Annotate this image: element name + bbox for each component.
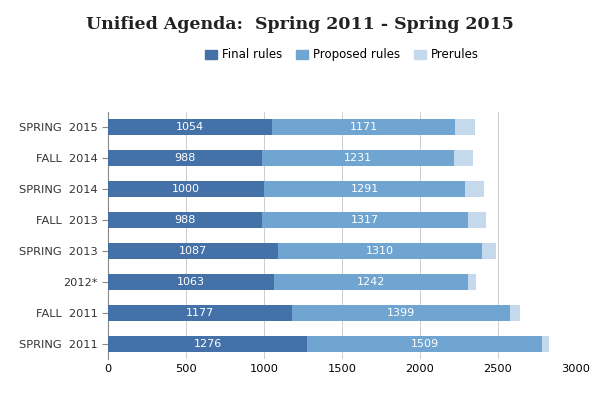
- Text: 1000: 1000: [172, 184, 200, 194]
- Bar: [455, 119, 475, 135]
- Bar: [454, 150, 473, 166]
- Text: Unified Agenda:  Spring 2011 - Spring 2015: Unified Agenda: Spring 2011 - Spring 201…: [86, 16, 514, 33]
- Bar: [542, 336, 550, 352]
- Bar: [108, 212, 262, 228]
- Bar: [108, 243, 278, 259]
- Text: 1310: 1310: [366, 246, 394, 256]
- Text: 1291: 1291: [350, 184, 379, 194]
- Bar: [262, 212, 467, 228]
- Text: 1276: 1276: [193, 339, 221, 349]
- Text: 1317: 1317: [351, 215, 379, 225]
- Text: 1399: 1399: [386, 308, 415, 318]
- Bar: [108, 336, 307, 352]
- Text: 1242: 1242: [356, 277, 385, 287]
- Bar: [108, 150, 262, 166]
- Text: 1509: 1509: [410, 339, 439, 349]
- Bar: [262, 150, 454, 166]
- Text: 1177: 1177: [185, 308, 214, 318]
- Text: 988: 988: [175, 153, 196, 163]
- Text: 988: 988: [175, 215, 196, 225]
- Text: 1063: 1063: [177, 277, 205, 287]
- Text: 1054: 1054: [176, 122, 204, 132]
- Bar: [108, 181, 264, 197]
- Bar: [482, 243, 496, 259]
- Bar: [307, 336, 542, 352]
- Legend: Final rules, Proposed rules, Prerules: Final rules, Proposed rules, Prerules: [200, 43, 484, 66]
- Bar: [108, 305, 292, 321]
- Bar: [467, 212, 485, 228]
- Text: 1231: 1231: [344, 153, 372, 163]
- Bar: [292, 305, 510, 321]
- Text: 1087: 1087: [179, 246, 207, 256]
- Bar: [264, 181, 466, 197]
- Bar: [466, 181, 484, 197]
- Bar: [108, 119, 272, 135]
- Text: 1171: 1171: [350, 122, 378, 132]
- Bar: [510, 305, 520, 321]
- Bar: [272, 119, 455, 135]
- Bar: [467, 274, 476, 290]
- Bar: [274, 274, 467, 290]
- Bar: [108, 274, 274, 290]
- Bar: [278, 243, 482, 259]
